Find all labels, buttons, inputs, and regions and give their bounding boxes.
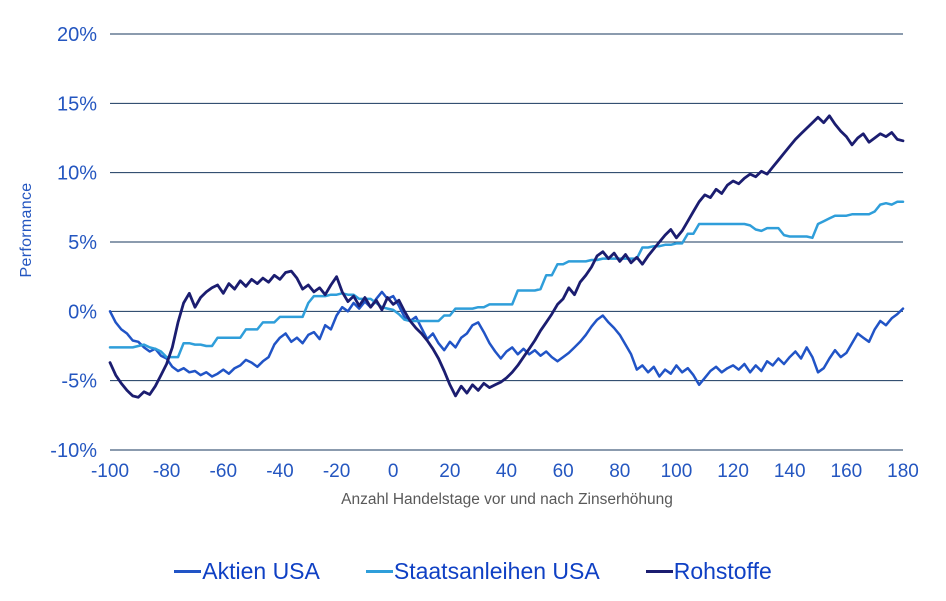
x-tick-label: 0 [388,461,399,482]
legend-label: Staatsanleihen USA [393,558,600,584]
x-tick-label: -80 [153,461,180,482]
series-line-staatsanleihen-usa [108,200,905,359]
x-tick-label: 180 [887,461,919,482]
y-axis-title: Performance [18,182,35,278]
y-tick-label: 0% [68,301,97,323]
x-tick-label: 140 [774,461,806,482]
legend-item-staatsanleihen-usa: Staatsanleihen USA [365,558,600,585]
series-line-rohstoffe [108,114,905,399]
legend-dash-icon [645,570,673,573]
x-tick-label: 80 [609,461,630,482]
chart-legend: Aktien USA Staatsanleihen USA Rohstoffe [0,558,946,585]
x-tick-label: -40 [266,461,293,482]
legend-dash-icon [174,570,202,573]
x-tick-label: -60 [210,461,237,482]
chart-plot-area: 20% 15% 10% 5% 0% -5% -10%-100 -80 -60 -40 -20 0 20 4… [50,24,919,482]
y-tick-label: 20% [57,24,97,46]
y-tick-label: 5% [68,232,97,254]
x-tick-label: 120 [717,461,749,482]
x-axis-title: Anzahl Handelstage vor und nach Zinserhö… [341,491,673,508]
x-tick-label: 160 [831,461,863,482]
legend-item-aktien-usa: Aktien USA [174,558,320,585]
y-tick-label: 10% [57,163,97,185]
x-tick-label: 40 [496,461,517,482]
legend-item-rohstoffe: Rohstoffe [645,558,772,585]
legend-label: Rohstoffe [673,558,772,584]
y-tick-label: -5% [61,371,97,393]
x-tick-label: -100 [91,461,129,482]
y-tick-label: -10% [50,440,97,462]
x-tick-label: -20 [323,461,350,482]
x-tick-label: 20 [439,461,460,482]
legend-label: Aktien USA [202,558,320,584]
x-tick-label: 100 [661,461,693,482]
series-line-aktien-usa [108,290,905,387]
y-tick-label: 15% [57,93,97,115]
x-tick-label: 60 [553,461,574,482]
legend-dash-icon [365,570,393,573]
